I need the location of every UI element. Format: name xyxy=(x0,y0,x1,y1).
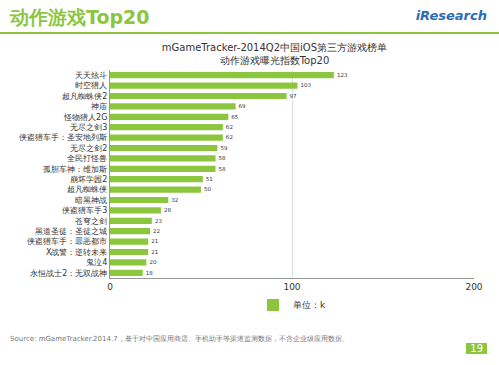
svg-text:97: 97 xyxy=(290,93,298,99)
svg-text:鬼泣4: 鬼泣4 xyxy=(86,258,107,267)
svg-text:苍穹之剑: 苍穹之剑 xyxy=(75,217,107,226)
svg-text:103: 103 xyxy=(300,82,311,88)
svg-text:孤胆车神：维加斯: 孤胆车神：维加斯 xyxy=(43,165,107,174)
svg-text:侠盗猎车手：圣安地列斯: 侠盗猎车手：圣安地列斯 xyxy=(19,133,107,142)
svg-text:超凡蜘蛛侠: 超凡蜘蛛侠 xyxy=(67,185,107,194)
svg-text:侠盗猎车手3: 侠盗猎车手3 xyxy=(62,206,107,215)
svg-text:20: 20 xyxy=(149,259,157,265)
svg-text:62: 62 xyxy=(226,124,233,130)
svg-text:58: 58 xyxy=(219,155,227,161)
svg-text:28: 28 xyxy=(164,207,172,213)
svg-text:暗黑神战: 暗黑神战 xyxy=(75,196,107,205)
svg-text:21: 21 xyxy=(151,238,159,244)
html-text:Source: mGameTracker.2014.7，基于: Source: mGameTracker.2014.7，基于对中国应用商店、手机… xyxy=(10,335,349,343)
svg-text:天天炫斗: 天天炫斗 xyxy=(75,71,107,80)
svg-text:怪物猎人2G: 怪物猎人2G xyxy=(63,113,107,122)
svg-text:200: 200 xyxy=(465,282,482,292)
svg-text:51: 51 xyxy=(206,176,214,182)
svg-text:黑道圣徒：圣徒之城: 黑道圣徒：圣徒之城 xyxy=(35,227,107,236)
svg-text:永恒战士2：无双战神: 永恒战士2：无双战神 xyxy=(30,269,107,278)
svg-text:65: 65 xyxy=(231,114,239,120)
html-text:iResearch: iResearch xyxy=(415,8,487,23)
svg-text:X战警：逆转未来: X战警：逆转未来 xyxy=(46,248,107,257)
html-text:19: 19 xyxy=(470,343,483,354)
svg-text:超凡蜘蛛侠2: 超凡蜘蛛侠2 xyxy=(62,92,107,101)
svg-text:69: 69 xyxy=(239,103,247,109)
svg-text:单位：k: 单位：k xyxy=(293,300,326,310)
svg-text:全民打怪兽: 全民打怪兽 xyxy=(67,154,107,163)
html-text:动作游戏Top20: 动作游戏Top20 xyxy=(10,6,150,28)
svg-text:侠盗猎车手：罪恶都市: 侠盗猎车手：罪恶都市 xyxy=(27,237,107,246)
svg-text:崩坏学园2: 崩坏学园2 xyxy=(70,175,107,184)
svg-text:58: 58 xyxy=(219,166,227,172)
svg-text:18: 18 xyxy=(146,270,154,276)
svg-text:32: 32 xyxy=(171,197,178,203)
svg-text:23: 23 xyxy=(155,218,163,224)
svg-text:62: 62 xyxy=(226,134,233,140)
svg-text:0: 0 xyxy=(107,282,113,292)
svg-text:神庙: 神庙 xyxy=(91,102,107,111)
svg-text:时空猎人: 时空猎人 xyxy=(75,81,107,90)
svg-text:123: 123 xyxy=(337,72,348,78)
svg-text:100: 100 xyxy=(283,282,300,292)
svg-text:59: 59 xyxy=(220,145,228,151)
svg-text:无尽之剑3: 无尽之剑3 xyxy=(70,123,107,132)
svg-text:50: 50 xyxy=(204,186,212,192)
svg-text:mGameTracker-2014Q2中国iOS第三方游戏榜: mGameTracker-2014Q2中国iOS第三方游戏榜单动作游戏曝光指数T… xyxy=(162,42,387,66)
svg-text:无尽之剑2: 无尽之剑2 xyxy=(70,144,107,153)
svg-text:21: 21 xyxy=(151,249,159,255)
svg-text:22: 22 xyxy=(153,228,160,234)
